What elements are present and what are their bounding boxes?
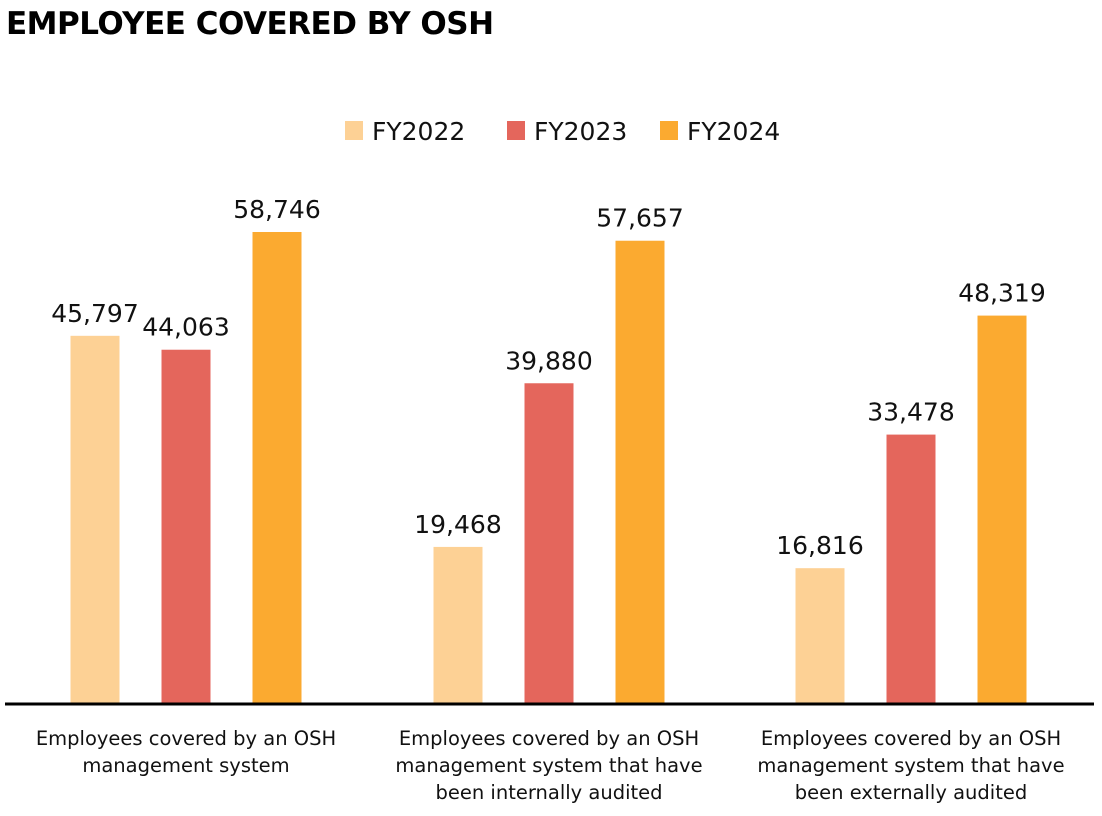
- bar-fy2023-1: [161, 349, 211, 703]
- category-label-line: Employees covered by an OSH: [760, 727, 1062, 750]
- legend-label-fy2024: FY2024: [687, 117, 780, 146]
- value-label-fy2022-3: 16,816: [776, 531, 863, 560]
- bar-fy2023-2: [524, 383, 574, 703]
- category-label-line: Employees covered by an OSH: [35, 727, 337, 750]
- bar-fy2022-1: [70, 335, 120, 703]
- bar-fy2024-1: [252, 232, 302, 703]
- bars: [70, 232, 1027, 703]
- category-label-line: management system that have: [757, 754, 1065, 777]
- bar-fy2023-3: [886, 434, 936, 703]
- category-label-1: Employees covered by an OSH management sy…: [16, 725, 356, 779]
- category-label-line: Employees covered by an OSH: [398, 727, 700, 750]
- bar-fy2022-3: [795, 568, 845, 703]
- category-label-line: management system that have: [395, 754, 703, 777]
- legend-label-fy2022: FY2022: [372, 117, 465, 146]
- value-labels: 45,797 44,063 58,746 19,468 39,880 57,657 16,8…: [51, 195, 1045, 560]
- bar-fy2024-3: [977, 315, 1027, 703]
- value-label-fy2024-1: 58,746: [233, 195, 320, 224]
- category-label-line: been externally audited: [794, 781, 1028, 804]
- value-label-fy2024-2: 57,657: [596, 204, 683, 233]
- chart-title: EMPLOYEE COVERED BY OSH: [6, 6, 494, 42]
- category-label-line: been internally audited: [435, 781, 663, 804]
- category-label-3: Employees covered by an OSH management sy…: [741, 725, 1081, 806]
- bar-fy2024-2: [615, 240, 665, 703]
- category-label-2: Employees covered by an OSH management sy…: [379, 725, 719, 806]
- legend-swatch-fy2023: [507, 121, 525, 140]
- legend-label-fy2023: FY2023: [534, 117, 627, 146]
- legend: FY2022 FY2023 FY2024: [345, 117, 780, 146]
- value-label-fy2022-1: 45,797: [51, 299, 138, 328]
- value-label-fy2024-3: 48,319: [958, 279, 1045, 308]
- value-label-fy2023-1: 44,063: [142, 313, 229, 342]
- category-label-line: management system: [82, 754, 290, 777]
- value-label-fy2023-2: 39,880: [505, 346, 592, 375]
- bar-fy2022-2: [433, 546, 483, 703]
- value-label-fy2022-2: 19,468: [414, 510, 501, 539]
- value-label-fy2023-3: 33,478: [867, 398, 954, 427]
- legend-swatch-fy2022: [345, 121, 363, 140]
- legend-swatch-fy2024: [660, 121, 678, 140]
